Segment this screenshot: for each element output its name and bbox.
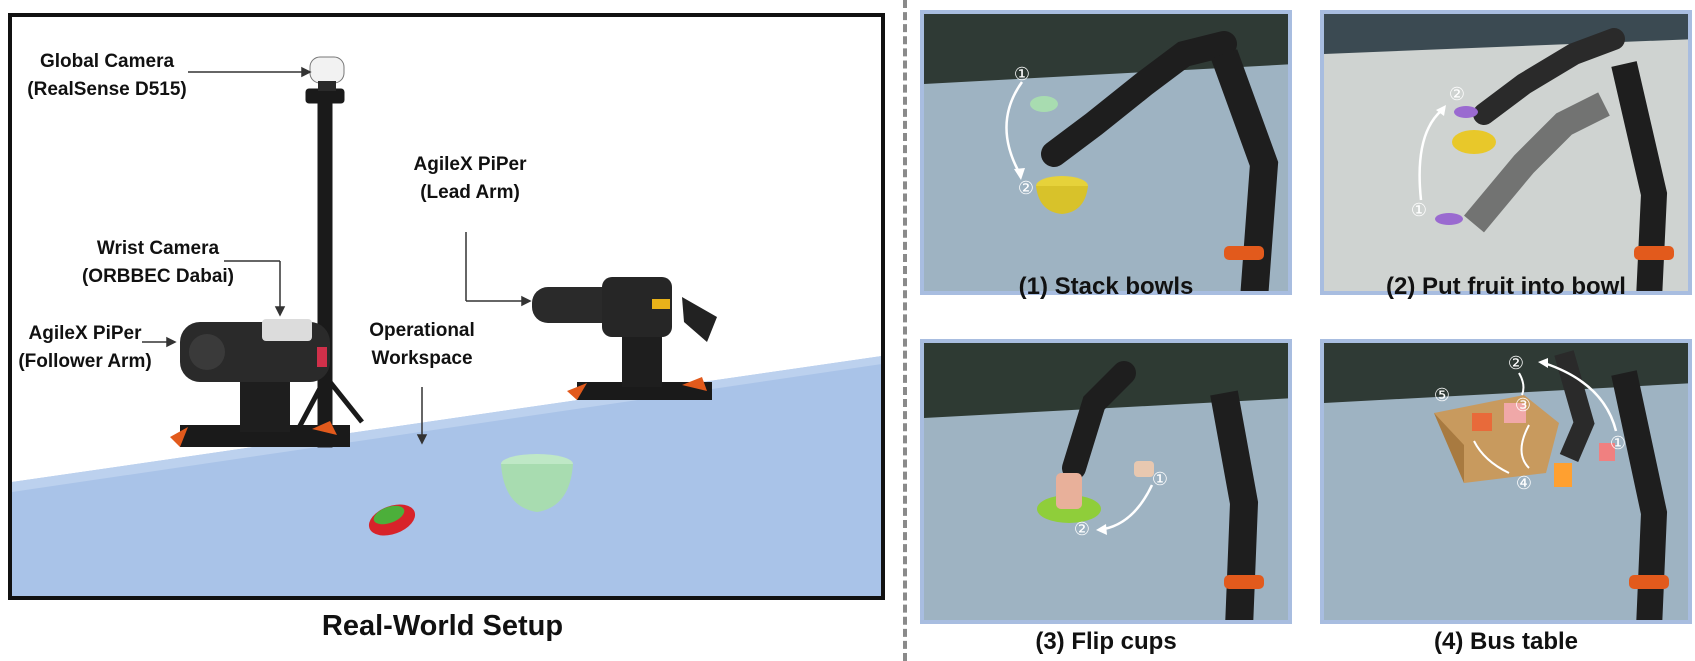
- green-bowl: [501, 454, 573, 512]
- task-fruit-into-bowl-image: ① ②: [1320, 10, 1692, 295]
- step-marker-4: ④: [1516, 473, 1532, 494]
- follower-arm-label: AgileX PiPer (Follower Arm): [12, 320, 160, 376]
- fruit-toy: [368, 504, 416, 536]
- real-world-setup-photo: Global Camera (RealSense D515) AgileX Pi…: [8, 13, 885, 600]
- table-surface: [12, 356, 881, 596]
- task-stack-bowls-image: ① ②: [920, 10, 1292, 295]
- workspace-label-line2: Workspace: [371, 348, 473, 369]
- global-camera-label-line2: (RealSense D515): [27, 79, 187, 100]
- step-marker-1: ①: [1152, 469, 1168, 490]
- annotation-arrows: [142, 66, 532, 445]
- step-marker-1: ①: [1411, 200, 1427, 221]
- setup-illustration: [12, 56, 881, 596]
- follower-arm: [170, 319, 350, 447]
- step-marker-2: ②: [1508, 353, 1524, 374]
- step-marker-1: ①: [1610, 433, 1626, 454]
- camera-pole: [291, 88, 364, 448]
- global-camera-label-line1: Global Camera: [39, 51, 175, 72]
- global-camera-label: Global Camera (RealSense D515): [22, 48, 192, 104]
- step-marker-2: ②: [1074, 519, 1090, 540]
- lead-arm-label: AgileX PiPer (Lead Arm): [400, 151, 540, 207]
- lead-arm: [532, 277, 717, 400]
- task-caption-fruit-into-bowl: (2) Put fruit into bowl: [1386, 273, 1626, 300]
- wrist-camera-label-line1: Wrist Camera: [96, 238, 220, 259]
- panel-divider: [903, 0, 907, 661]
- task-caption-flip-cups: (3) Flip cups: [1035, 628, 1177, 655]
- workspace-label-line1: Operational: [369, 320, 475, 341]
- step-marker-1: ①: [1014, 64, 1030, 85]
- wrist-camera-label: Wrist Camera (ORBBEC Dabai): [78, 235, 238, 291]
- task-flip-cups-image: ① ②: [920, 339, 1292, 624]
- follower-arm-label-line1: AgileX PiPer: [28, 323, 142, 344]
- follower-arm-label-line2: (Follower Arm): [18, 351, 152, 372]
- step-marker-2: ②: [1018, 178, 1034, 199]
- workspace-label: Operational Workspace: [352, 317, 492, 373]
- task-caption-stack-bowls: (1) Stack bowls: [1018, 273, 1194, 300]
- step-marker-3: ③: [1515, 395, 1531, 416]
- setup-caption: Real-World Setup: [321, 610, 564, 642]
- task-caption-bus-table: (4) Bus table: [1433, 628, 1579, 655]
- task-bus-table-image: ① ② ③ ④ ⑤: [1320, 339, 1692, 624]
- lead-arm-label-line1: AgileX PiPer: [413, 154, 527, 175]
- step-marker-2: ②: [1449, 84, 1465, 105]
- lead-arm-label-line2: (Lead Arm): [420, 182, 520, 203]
- global-camera: [309, 56, 345, 91]
- wrist-camera-label-line2: (ORBBEC Dabai): [81, 266, 234, 287]
- step-marker-5: ⑤: [1434, 385, 1450, 406]
